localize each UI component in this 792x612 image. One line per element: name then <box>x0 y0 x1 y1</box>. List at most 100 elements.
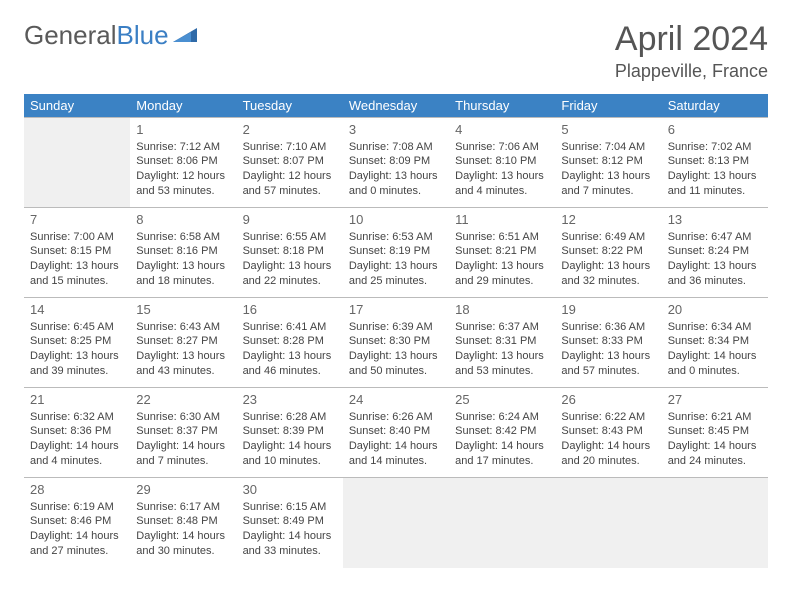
daylight-text: and 0 minutes. <box>349 184 443 199</box>
daylight-text: and 14 minutes. <box>349 454 443 469</box>
daylight-text: and 43 minutes. <box>136 364 230 379</box>
sunrise-text: Sunrise: 6:53 AM <box>349 230 443 245</box>
calendar-cell: 29Sunrise: 6:17 AMSunset: 8:48 PMDayligh… <box>130 478 236 568</box>
day-number: 2 <box>243 121 337 139</box>
day-number: 30 <box>243 481 337 499</box>
sunrise-text: Sunrise: 6:17 AM <box>136 500 230 515</box>
daylight-text: Daylight: 13 hours <box>243 349 337 364</box>
daylight-text: and 11 minutes. <box>668 184 762 199</box>
sunrise-text: Sunrise: 6:55 AM <box>243 230 337 245</box>
day-number: 18 <box>455 301 549 319</box>
sunset-text: Sunset: 8:42 PM <box>455 424 549 439</box>
calendar-cell: 21Sunrise: 6:32 AMSunset: 8:36 PMDayligh… <box>24 388 130 478</box>
daylight-text: and 30 minutes. <box>136 544 230 559</box>
calendar-cell: 9Sunrise: 6:55 AMSunset: 8:18 PMDaylight… <box>237 208 343 298</box>
weekday-header-row: SundayMondayTuesdayWednesdayThursdayFrid… <box>24 94 768 118</box>
daylight-text: and 4 minutes. <box>455 184 549 199</box>
calendar-row: 7Sunrise: 7:00 AMSunset: 8:15 PMDaylight… <box>24 208 768 298</box>
calendar-cell: 15Sunrise: 6:43 AMSunset: 8:27 PMDayligh… <box>130 298 236 388</box>
sunrise-text: Sunrise: 6:24 AM <box>455 410 549 425</box>
calendar-cell: 13Sunrise: 6:47 AMSunset: 8:24 PMDayligh… <box>662 208 768 298</box>
weekday-header: Saturday <box>662 94 768 118</box>
daylight-text: Daylight: 14 hours <box>349 439 443 454</box>
day-number: 9 <box>243 211 337 229</box>
weekday-header: Monday <box>130 94 236 118</box>
sunset-text: Sunset: 8:33 PM <box>561 334 655 349</box>
calendar-cell: 7Sunrise: 7:00 AMSunset: 8:15 PMDaylight… <box>24 208 130 298</box>
daylight-text: Daylight: 13 hours <box>349 169 443 184</box>
daylight-text: Daylight: 13 hours <box>561 169 655 184</box>
calendar-cell-blank <box>662 478 768 568</box>
weekday-header: Friday <box>555 94 661 118</box>
weekday-header: Wednesday <box>343 94 449 118</box>
sunset-text: Sunset: 8:25 PM <box>30 334 124 349</box>
calendar-cell-blank <box>449 478 555 568</box>
daylight-text: Daylight: 12 hours <box>136 169 230 184</box>
sunset-text: Sunset: 8:06 PM <box>136 154 230 169</box>
daylight-text: Daylight: 13 hours <box>349 349 443 364</box>
sunset-text: Sunset: 8:21 PM <box>455 244 549 259</box>
daylight-text: and 7 minutes. <box>561 184 655 199</box>
daylight-text: and 50 minutes. <box>349 364 443 379</box>
daylight-text: Daylight: 14 hours <box>455 439 549 454</box>
daylight-text: and 7 minutes. <box>136 454 230 469</box>
day-number: 22 <box>136 391 230 409</box>
calendar-cell: 4Sunrise: 7:06 AMSunset: 8:10 PMDaylight… <box>449 118 555 208</box>
sunrise-text: Sunrise: 7:02 AM <box>668 140 762 155</box>
daylight-text: and 24 minutes. <box>668 454 762 469</box>
calendar-cell: 28Sunrise: 6:19 AMSunset: 8:46 PMDayligh… <box>24 478 130 568</box>
calendar-table: SundayMondayTuesdayWednesdayThursdayFrid… <box>24 94 768 568</box>
day-number: 12 <box>561 211 655 229</box>
sunset-text: Sunset: 8:10 PM <box>455 154 549 169</box>
calendar-cell-blank <box>555 478 661 568</box>
daylight-text: Daylight: 13 hours <box>455 259 549 274</box>
daylight-text: Daylight: 13 hours <box>668 169 762 184</box>
daylight-text: and 17 minutes. <box>455 454 549 469</box>
sunset-text: Sunset: 8:15 PM <box>30 244 124 259</box>
sunset-text: Sunset: 8:37 PM <box>136 424 230 439</box>
sunrise-text: Sunrise: 6:22 AM <box>561 410 655 425</box>
sunset-text: Sunset: 8:09 PM <box>349 154 443 169</box>
day-number: 8 <box>136 211 230 229</box>
sunset-text: Sunset: 8:46 PM <box>30 514 124 529</box>
calendar-cell: 16Sunrise: 6:41 AMSunset: 8:28 PMDayligh… <box>237 298 343 388</box>
title-block: April 2024 Plappeville, France <box>615 20 768 82</box>
calendar-cell: 26Sunrise: 6:22 AMSunset: 8:43 PMDayligh… <box>555 388 661 478</box>
day-number: 16 <box>243 301 337 319</box>
daylight-text: Daylight: 14 hours <box>30 529 124 544</box>
calendar-cell: 24Sunrise: 6:26 AMSunset: 8:40 PMDayligh… <box>343 388 449 478</box>
daylight-text: Daylight: 14 hours <box>668 439 762 454</box>
day-number: 10 <box>349 211 443 229</box>
daylight-text: Daylight: 13 hours <box>561 349 655 364</box>
day-number: 24 <box>349 391 443 409</box>
sunset-text: Sunset: 8:22 PM <box>561 244 655 259</box>
daylight-text: and 57 minutes. <box>561 364 655 379</box>
daylight-text: and 57 minutes. <box>243 184 337 199</box>
daylight-text: and 27 minutes. <box>30 544 124 559</box>
calendar-body: 1Sunrise: 7:12 AMSunset: 8:06 PMDaylight… <box>24 118 768 568</box>
sunset-text: Sunset: 8:40 PM <box>349 424 443 439</box>
calendar-cell: 2Sunrise: 7:10 AMSunset: 8:07 PMDaylight… <box>237 118 343 208</box>
daylight-text: Daylight: 13 hours <box>243 259 337 274</box>
sunrise-text: Sunrise: 6:41 AM <box>243 320 337 335</box>
daylight-text: Daylight: 14 hours <box>561 439 655 454</box>
daylight-text: and 18 minutes. <box>136 274 230 289</box>
daylight-text: Daylight: 13 hours <box>136 259 230 274</box>
logo-icon <box>173 20 199 51</box>
calendar-cell: 17Sunrise: 6:39 AMSunset: 8:30 PMDayligh… <box>343 298 449 388</box>
day-number: 17 <box>349 301 443 319</box>
sunset-text: Sunset: 8:07 PM <box>243 154 337 169</box>
sunset-text: Sunset: 8:24 PM <box>668 244 762 259</box>
day-number: 11 <box>455 211 549 229</box>
sunrise-text: Sunrise: 6:26 AM <box>349 410 443 425</box>
calendar-cell: 19Sunrise: 6:36 AMSunset: 8:33 PMDayligh… <box>555 298 661 388</box>
calendar-cell-blank <box>343 478 449 568</box>
calendar-cell: 3Sunrise: 7:08 AMSunset: 8:09 PMDaylight… <box>343 118 449 208</box>
daylight-text: and 53 minutes. <box>455 364 549 379</box>
sunrise-text: Sunrise: 7:06 AM <box>455 140 549 155</box>
sunrise-text: Sunrise: 6:58 AM <box>136 230 230 245</box>
calendar-cell: 11Sunrise: 6:51 AMSunset: 8:21 PMDayligh… <box>449 208 555 298</box>
sunrise-text: Sunrise: 6:37 AM <box>455 320 549 335</box>
weekday-header: Tuesday <box>237 94 343 118</box>
calendar-cell: 23Sunrise: 6:28 AMSunset: 8:39 PMDayligh… <box>237 388 343 478</box>
